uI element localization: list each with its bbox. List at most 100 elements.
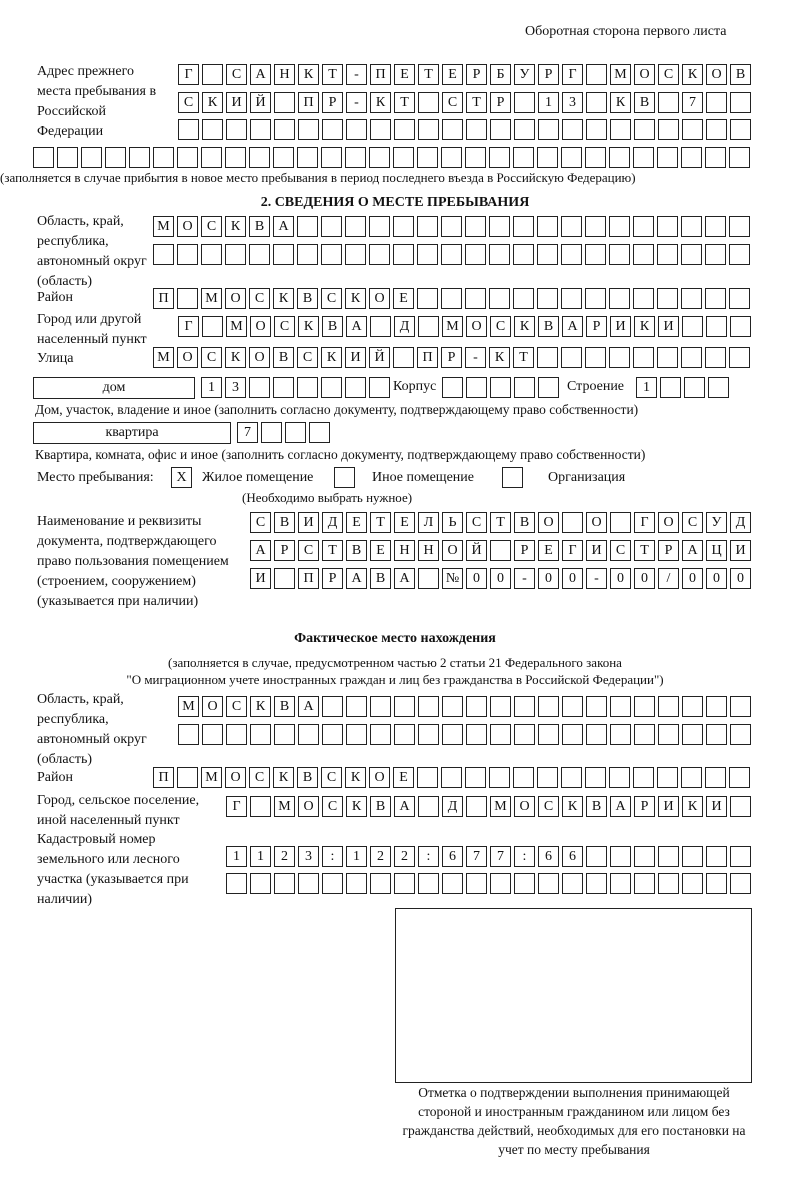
char-cell[interactable] [561,147,582,168]
char-cell[interactable] [489,216,510,237]
char-cell[interactable] [57,147,78,168]
char-cell[interactable] [394,696,415,717]
char-cell[interactable]: О [466,316,487,337]
char-cell[interactable]: Т [466,92,487,113]
char-cell[interactable] [441,216,462,237]
char-cell[interactable] [658,846,679,867]
char-cell[interactable] [708,377,729,398]
char-cell[interactable]: С [490,316,511,337]
char-cell[interactable] [226,724,247,745]
char-cell[interactable] [418,92,439,113]
char-cell[interactable] [730,316,751,337]
char-cell[interactable] [490,119,511,140]
char-cell[interactable] [657,216,678,237]
char-cell[interactable] [466,873,487,894]
char-cell[interactable] [297,147,318,168]
char-cell[interactable] [657,347,678,368]
char-cell[interactable]: К [273,767,294,788]
char-cell[interactable] [394,119,415,140]
char-cell[interactable] [538,119,559,140]
char-cell[interactable]: - [346,64,367,85]
char-cell[interactable]: Т [322,64,343,85]
char-cell[interactable]: С [201,347,222,368]
char-cell[interactable] [609,288,630,309]
char-cell[interactable] [369,377,390,398]
char-cell[interactable]: К [634,316,655,337]
char-cell[interactable]: И [706,796,727,817]
char-cell[interactable]: 1 [538,92,559,113]
char-cell[interactable] [609,147,630,168]
char-cell[interactable]: Л [418,512,439,533]
char-cell[interactable] [562,724,583,745]
char-cell[interactable] [297,244,318,265]
char-cell[interactable]: 0 [730,568,751,589]
char-cell[interactable] [346,724,367,745]
char-cell[interactable] [465,147,486,168]
char-cell[interactable]: Е [346,512,367,533]
house-type-field[interactable]: дом [33,377,195,399]
char-cell[interactable] [585,288,606,309]
char-cell[interactable]: Е [393,288,414,309]
char-cell[interactable] [297,377,318,398]
char-cell[interactable]: 6 [538,846,559,867]
char-cell[interactable]: П [298,568,319,589]
char-cell[interactable] [682,119,703,140]
char-cell[interactable]: Г [562,64,583,85]
char-cell[interactable]: О [538,512,559,533]
char-cell[interactable]: О [514,796,535,817]
char-cell[interactable]: Е [442,64,463,85]
char-cell[interactable] [441,244,462,265]
char-cell[interactable]: О [225,288,246,309]
char-cell[interactable] [489,767,510,788]
char-cell[interactable] [393,347,414,368]
char-cell[interactable]: К [370,92,391,113]
char-cell[interactable] [729,347,750,368]
char-cell[interactable] [514,724,535,745]
char-cell[interactable]: Б [490,64,511,85]
char-cell[interactable]: П [370,64,391,85]
char-cell[interactable] [417,244,438,265]
char-cell[interactable] [393,147,414,168]
char-cell[interactable] [249,244,270,265]
char-cell[interactable]: И [610,316,631,337]
char-cell[interactable]: У [514,64,535,85]
char-cell[interactable] [465,767,486,788]
char-cell[interactable]: А [394,796,415,817]
char-cell[interactable] [561,288,582,309]
char-cell[interactable] [298,724,319,745]
char-cell[interactable] [706,873,727,894]
char-cell[interactable] [538,873,559,894]
char-cell[interactable] [418,873,439,894]
char-cell[interactable]: В [370,568,391,589]
char-cell[interactable] [274,92,295,113]
char-cell[interactable] [322,724,343,745]
char-cell[interactable]: М [226,316,247,337]
char-cell[interactable] [370,873,391,894]
char-cell[interactable] [466,724,487,745]
char-cell[interactable]: А [562,316,583,337]
char-cell[interactable] [250,119,271,140]
char-cell[interactable] [537,244,558,265]
char-cell[interactable]: 0 [562,568,583,589]
char-cell[interactable] [633,244,654,265]
char-cell[interactable]: В [297,288,318,309]
char-cell[interactable] [730,796,751,817]
char-cell[interactable] [633,288,654,309]
char-cell[interactable] [538,377,559,398]
char-cell[interactable]: С [442,92,463,113]
char-cell[interactable] [634,724,655,745]
option-residential-checkbox[interactable]: X [171,467,192,488]
char-cell[interactable] [658,696,679,717]
char-cell[interactable] [706,316,727,337]
char-cell[interactable]: К [298,316,319,337]
char-cell[interactable] [514,696,535,717]
char-cell[interactable] [226,873,247,894]
char-cell[interactable] [153,147,174,168]
char-cell[interactable] [177,244,198,265]
char-cell[interactable]: А [346,316,367,337]
char-cell[interactable]: Е [370,540,391,561]
char-cell[interactable] [514,119,535,140]
char-cell[interactable]: С [226,696,247,717]
char-cell[interactable]: 3 [225,377,246,398]
char-cell[interactable] [297,216,318,237]
